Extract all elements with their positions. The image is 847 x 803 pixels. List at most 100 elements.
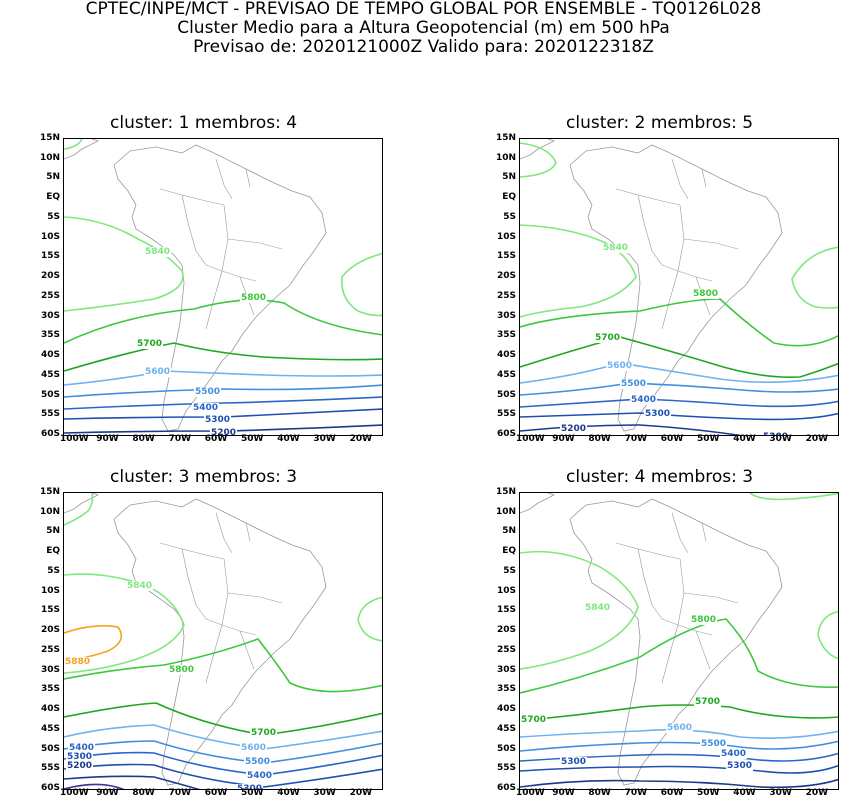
contour-5840 <box>520 224 637 318</box>
lon-tick-label: 20W <box>349 788 373 798</box>
lat-tick-label: EQ <box>46 546 60 557</box>
lat-tick-label: 5N <box>502 526 516 537</box>
lon-tick-label: 20W <box>805 434 829 444</box>
country-border <box>239 630 255 670</box>
figure-title-line1: CPTEC/INPE/MCT - PREVISAO DE TEMPO GLOBA… <box>85 0 762 19</box>
map-panel-4: 5840 5800 5700 5700 5600 5500 5400 5300 5300 <box>519 492 839 790</box>
lat-tick-label: 25S <box>496 644 516 655</box>
lat-tick-label: 35S <box>496 330 516 341</box>
country-border <box>615 188 681 206</box>
contour-label: 5800 <box>240 293 268 303</box>
lon-tick-label: 60W <box>204 434 228 444</box>
contour-label: 5400 <box>720 749 748 759</box>
country-border <box>159 542 225 560</box>
country-border <box>181 548 207 620</box>
country-border <box>245 168 251 188</box>
lon-tick-label: 40W <box>277 788 300 798</box>
contour-5840 <box>817 610 838 660</box>
contour-5800 <box>64 638 382 693</box>
contour-label: 5200 <box>210 428 238 436</box>
lon-tick-label: 50W <box>241 788 264 798</box>
lon-tick-label: 40W <box>733 434 756 444</box>
contour-5840 <box>64 216 184 312</box>
lat-tick-label: 60S <box>40 783 60 793</box>
contour-label: 5500 <box>244 757 272 767</box>
lat-tick-label: 15S <box>496 605 516 616</box>
lat-tick-label: 50S <box>40 743 60 754</box>
country-border <box>637 194 663 266</box>
lat-tick-label: 15N <box>495 133 516 143</box>
lon-tick-label: 80W <box>132 434 155 444</box>
contour-5840 <box>357 596 382 642</box>
lat-tick-label: 45S <box>40 723 60 734</box>
lat-tick-label: 5S <box>503 211 516 222</box>
contour-5400 <box>64 751 382 776</box>
lon-tick-label: 40W <box>733 788 756 798</box>
country-border <box>637 548 663 620</box>
contour-5700 <box>520 336 838 379</box>
contour-label: 5700 <box>250 728 278 738</box>
lat-tick-label: 5S <box>503 565 516 576</box>
lat-tick-label: 15S <box>496 251 516 262</box>
contour-label: 5300 <box>644 409 672 419</box>
lat-tick-label: 30S <box>496 664 516 675</box>
lat-tick-label: 40S <box>40 704 60 715</box>
country-border <box>205 204 229 330</box>
map-canvas <box>520 139 838 435</box>
country-border <box>215 158 233 200</box>
lat-tick-label: 15N <box>39 133 60 143</box>
lat-tick-label: 30S <box>40 664 60 675</box>
contour-5840 <box>64 493 94 526</box>
lat-tick-label: 15S <box>40 605 60 616</box>
contour-label: 5700 <box>136 339 164 349</box>
central-america-coastline <box>64 493 100 514</box>
lat-tick-label: 20S <box>496 625 516 636</box>
lat-tick-label: 25S <box>40 644 60 655</box>
lat-tick-label: 25S <box>496 290 516 301</box>
lat-tick-label: 15N <box>39 487 60 497</box>
country-border <box>661 558 685 684</box>
country-border <box>701 168 707 188</box>
lat-tick-label: 15N <box>495 487 516 497</box>
contour-label: 5800 <box>690 615 718 625</box>
contour-label: 5600 <box>666 723 694 733</box>
contour-label: 5200 <box>560 424 588 434</box>
contour-5500 <box>520 740 838 752</box>
lat-tick-label: 10S <box>40 231 60 242</box>
lat-tick-label: EQ <box>46 192 60 203</box>
contour-label: 5400 <box>192 403 220 413</box>
contour-5840 <box>341 252 382 317</box>
contour-5400 <box>64 396 382 410</box>
lat-tick-label: 5S <box>47 211 60 222</box>
lat-tick-label: 35S <box>40 684 60 695</box>
contour-5300 <box>64 763 382 788</box>
contour-label: 5200 <box>66 761 94 771</box>
contour-label: 5840 <box>584 603 612 613</box>
lat-tick-label: 55S <box>40 409 60 420</box>
contour-5840 <box>791 246 838 309</box>
figure-title-line3: Previsao de: 2020121000Z Valido para: 20… <box>193 37 654 57</box>
contour-5200 <box>520 424 743 435</box>
contour-5700 <box>520 704 838 722</box>
lon-tick-label: 100W <box>60 788 89 798</box>
lon-tick-label: 30W <box>313 434 336 444</box>
lon-tick-label: 70W <box>168 434 192 444</box>
country-border <box>661 204 685 330</box>
lat-tick-label: 45S <box>496 369 516 380</box>
contour-label: 5500 <box>194 387 222 397</box>
contour-label: 5500 <box>700 739 728 749</box>
country-border <box>181 194 207 266</box>
lon-tick-label: 80W <box>132 788 155 798</box>
country-border <box>615 542 681 560</box>
lat-tick-label: 60S <box>496 429 516 439</box>
country-border <box>661 618 713 636</box>
lat-tick-label: 5N <box>46 526 60 537</box>
contour-5840 <box>520 142 557 178</box>
lat-tick-label: 25S <box>40 290 60 301</box>
country-border <box>661 264 713 282</box>
lon-tick-label: 30W <box>769 434 792 444</box>
lon-tick-label: 90W <box>552 788 575 798</box>
contour-5840 <box>64 139 83 150</box>
contour-label: 5800 <box>168 665 196 675</box>
lat-tick-label: 20S <box>496 271 516 282</box>
